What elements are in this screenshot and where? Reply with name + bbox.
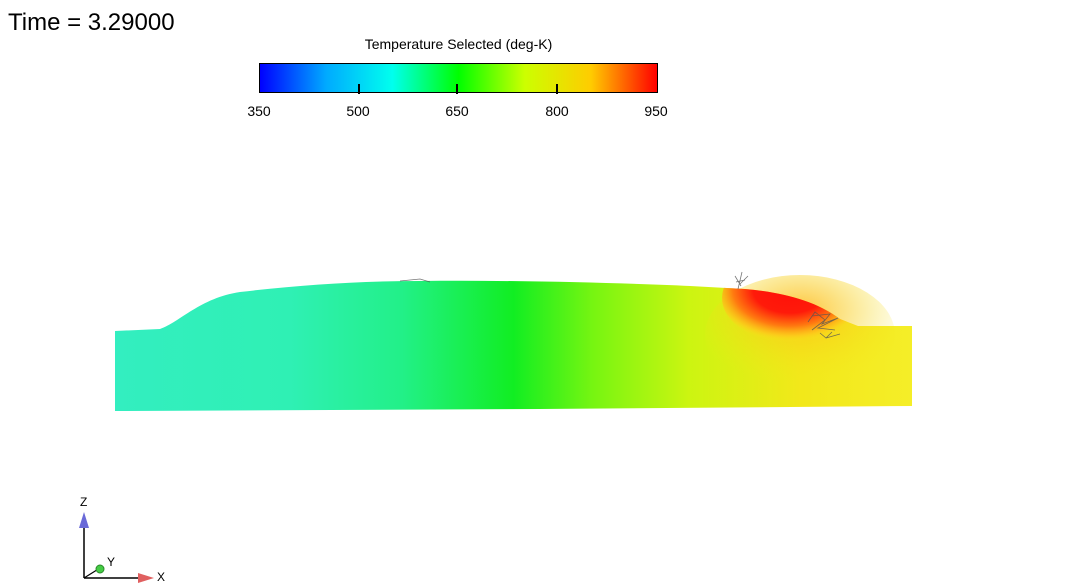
melt-pool <box>722 280 858 342</box>
colorbar-tick-label-950: 950 <box>644 103 668 119</box>
colorbar-tick <box>358 84 360 94</box>
simulation-time-label: Time = 3.29000 <box>8 9 175 36</box>
particle-mesh <box>399 271 841 339</box>
colorbar-tick <box>556 84 558 94</box>
colorbar-tick-label-800: 800 <box>545 103 569 119</box>
y-axis-label: Y <box>107 555 116 569</box>
colorbar-tick <box>456 84 458 94</box>
colorbar-tick-label-500: 500 <box>346 103 370 119</box>
colorbar-tick-label-350: 350 <box>247 103 271 119</box>
x-axis-label: X <box>157 570 166 584</box>
z-axis-arrow <box>79 512 89 528</box>
z-axis-label: Z <box>80 495 88 509</box>
colorbar-tick-label-650: 650 <box>445 103 469 119</box>
temperature-colorbar <box>259 63 658 93</box>
axis-triad <box>79 512 154 583</box>
y-axis-marker <box>95 564 105 574</box>
x-axis-arrow <box>138 573 154 583</box>
colorbar-title: Temperature Selected (deg-K) <box>364 36 553 52</box>
